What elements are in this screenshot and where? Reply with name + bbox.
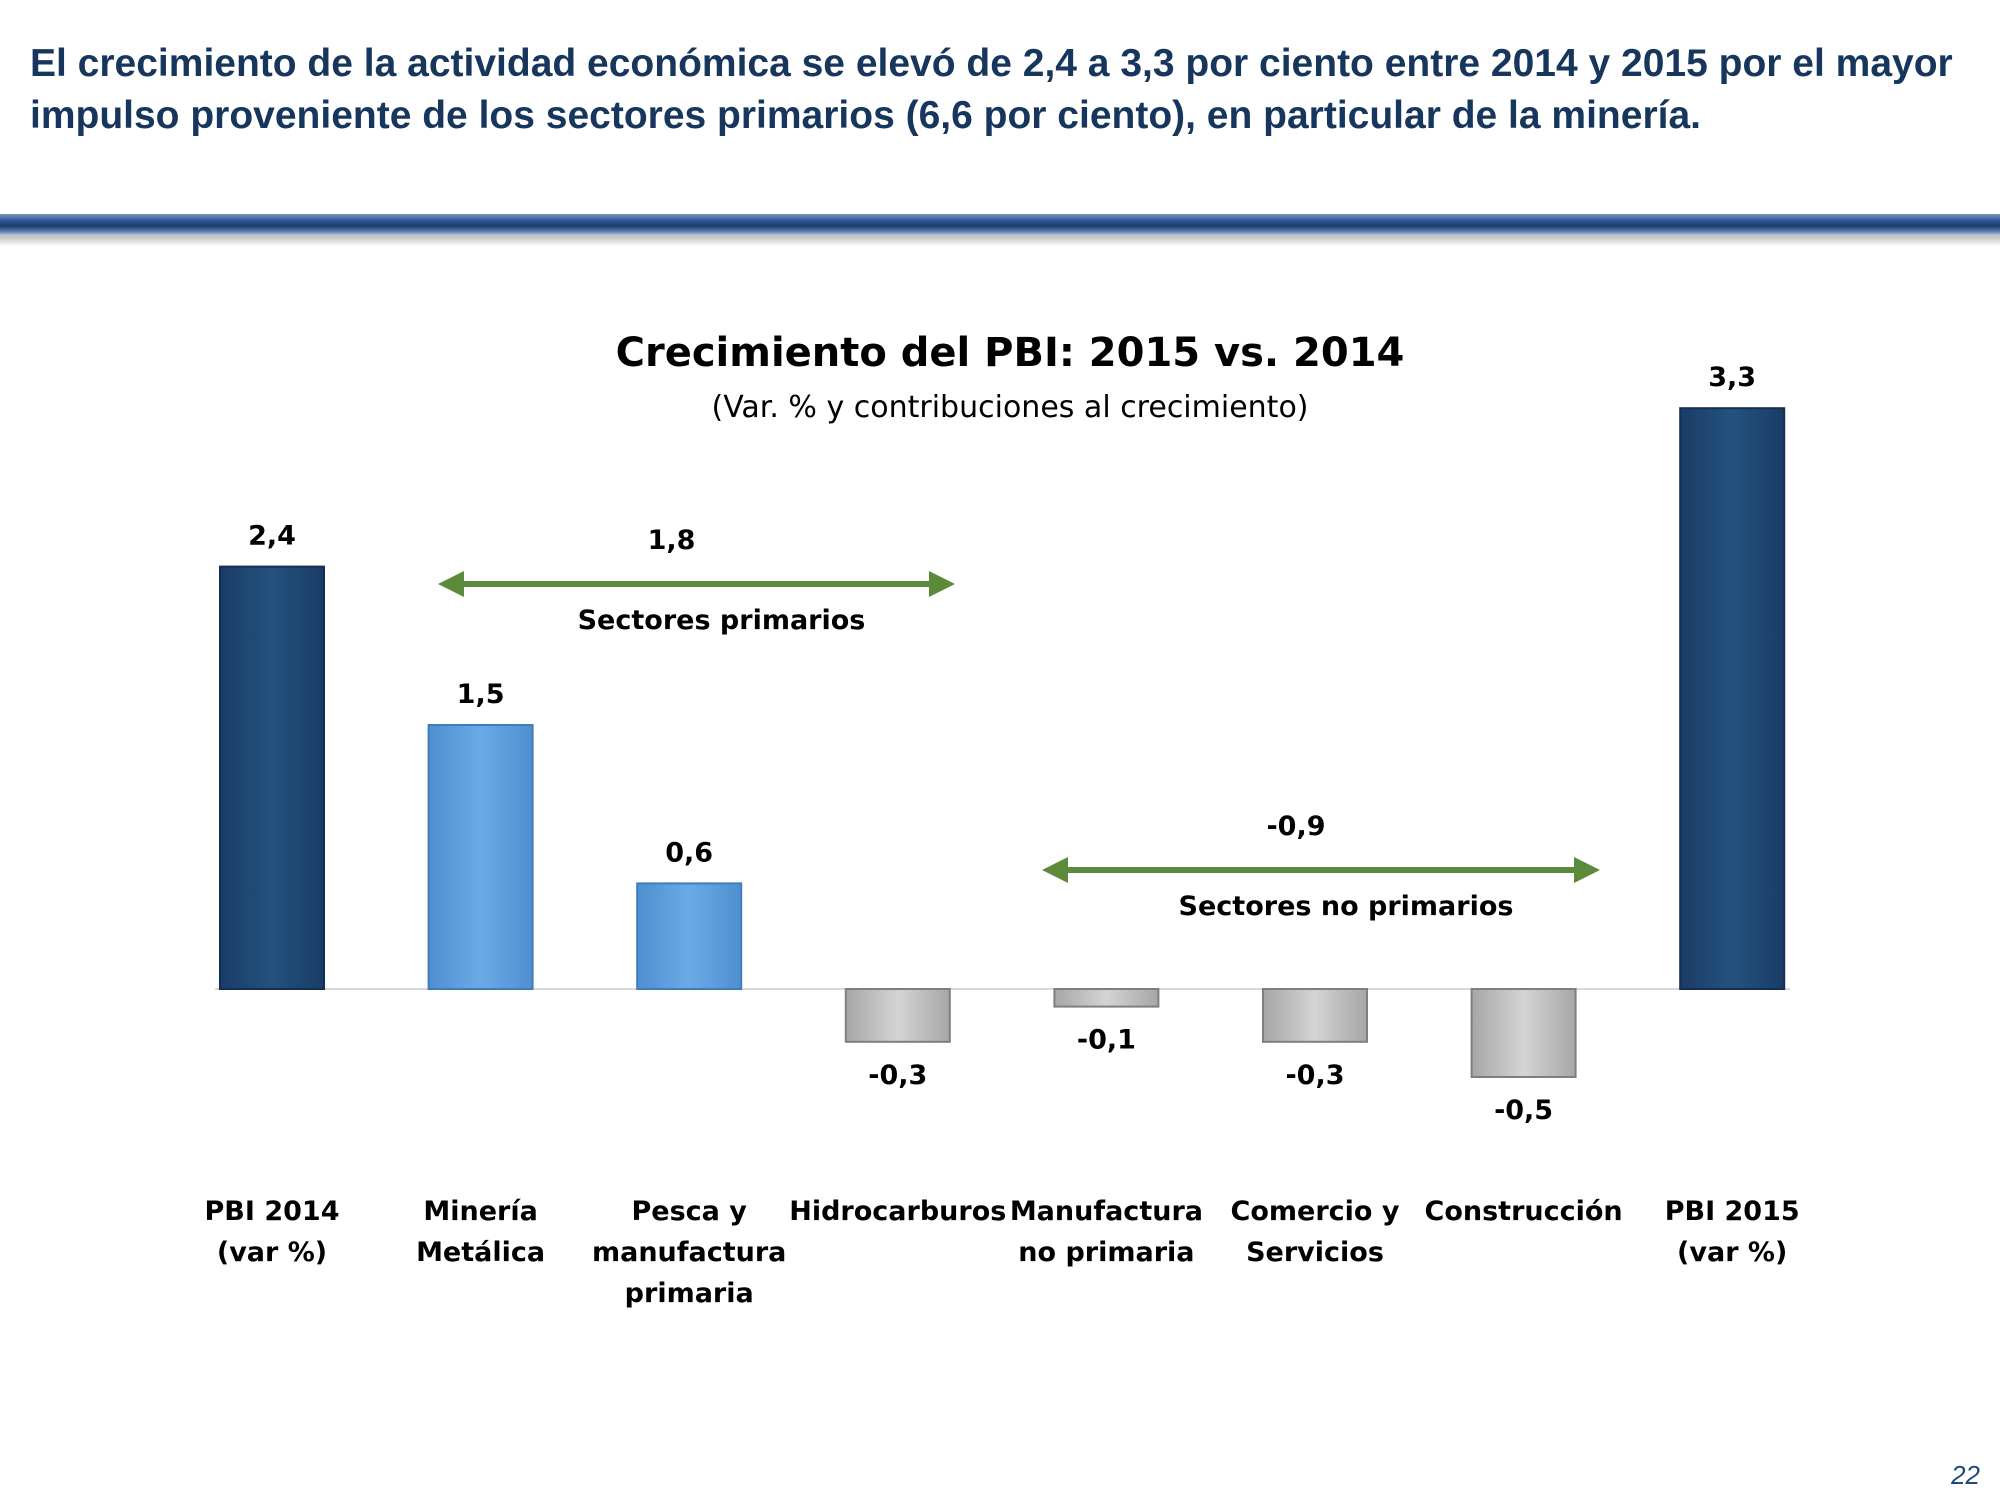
chart-title: Crecimiento del PBI: 2015 vs. 2014 bbox=[616, 330, 1405, 376]
chart-subtitle: (Var. % y contribuciones al crecimiento) bbox=[712, 390, 1309, 425]
bar-value-label-2: 0,6 bbox=[665, 837, 713, 868]
bar-2 bbox=[636, 882, 743, 991]
bar-1 bbox=[427, 724, 534, 990]
bar-value-label-6: -0,5 bbox=[1494, 1095, 1553, 1126]
annotations-layer: 1,8 Sectores primarios -0,9 Sectores no pri… bbox=[438, 525, 1600, 922]
bar-value-label-1: 1,5 bbox=[457, 679, 505, 710]
bar-0 bbox=[219, 565, 325, 990]
category-label-5: Comercio y Servicios bbox=[1231, 1196, 1400, 1268]
bar-value-label-3: -0,3 bbox=[868, 1060, 927, 1091]
bar-value-label-4: -0,1 bbox=[1077, 1025, 1136, 1056]
category-label-0: PBI 2014 (var %) bbox=[205, 1196, 340, 1268]
bar-value-label-0: 2,4 bbox=[248, 521, 296, 552]
annotation-arrowhead-left-1 bbox=[1042, 857, 1068, 883]
chart: Crecimiento del PBI: 2015 vs. 2014 (Var.… bbox=[205, 330, 1800, 1309]
annotation-value-0: 1,8 bbox=[648, 525, 696, 556]
annotation-value-1: -0,9 bbox=[1266, 811, 1325, 842]
category-label-4: Manufactura no primaria bbox=[1010, 1196, 1203, 1268]
bar-3 bbox=[844, 988, 951, 1043]
category-label-7: PBI 2015 (var %) bbox=[1665, 1196, 1800, 1268]
annotation-label-0: Sectores primarios bbox=[578, 605, 866, 636]
category-label-2: Pesca y manufactura primaria bbox=[592, 1196, 786, 1309]
bar-6 bbox=[1470, 988, 1577, 1078]
category-label-6: Construcción bbox=[1425, 1196, 1623, 1227]
slide-title: El crecimiento de la actividad económica… bbox=[30, 42, 1953, 137]
annotation-arrowhead-right-0 bbox=[929, 571, 955, 597]
page-number: 22 bbox=[1951, 1460, 1980, 1490]
annotation-arrowhead-left-0 bbox=[438, 571, 464, 597]
header-rule-shadow bbox=[0, 236, 2000, 246]
bar-4 bbox=[1053, 988, 1160, 1008]
header-rule bbox=[0, 214, 2000, 236]
bar-7 bbox=[1679, 407, 1786, 990]
category-labels-layer: PBI 2014 (var %) Minería Metálica Pesca y man… bbox=[205, 1196, 1800, 1309]
category-label-1: Minería Metálica bbox=[416, 1196, 545, 1268]
annotation-arrowhead-right-1 bbox=[1574, 857, 1600, 883]
bar-value-label-5: -0,3 bbox=[1285, 1060, 1344, 1091]
category-label-3: Hidrocarburos bbox=[789, 1196, 1006, 1227]
bar-value-label-7: 3,3 bbox=[1708, 362, 1756, 393]
bars-layer: 2,4 1,5 0,6 -0,3 -0,1 -0,3 -0,5 3,3 bbox=[219, 362, 1786, 1126]
annotation-label-1: Sectores no primarios bbox=[1179, 891, 1514, 922]
bar-5 bbox=[1262, 988, 1368, 1043]
